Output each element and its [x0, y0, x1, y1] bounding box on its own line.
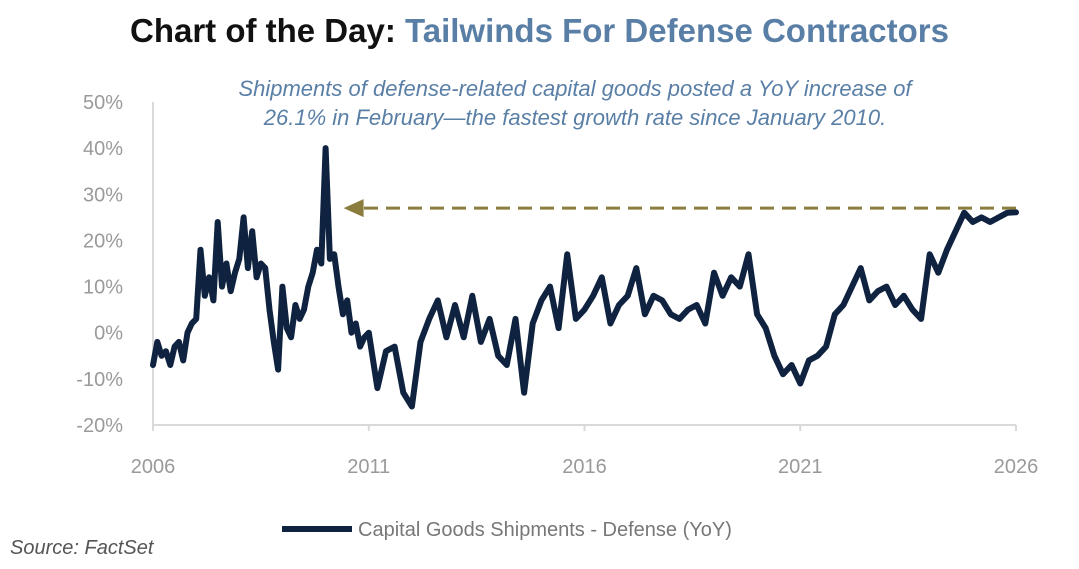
chart-subtitle: Shipments of defense-related capital goo…	[150, 74, 1000, 132]
annotation-arrowhead	[343, 199, 364, 218]
x-tick-label: 2006	[131, 456, 176, 478]
source-note: Source: FactSet	[10, 537, 154, 559]
legend-label: Capital Goods Shipments - Defense (YoY)	[358, 519, 732, 541]
y-tick-label: 40%	[83, 138, 123, 160]
x-axis: 2006 2011 2016 2021 2026	[131, 424, 1039, 478]
series-layer	[150, 145, 1019, 410]
x-tick-label: 2021	[778, 456, 823, 478]
series-line	[150, 145, 1019, 410]
annotation-arrow	[343, 199, 1016, 218]
x-tick-label: 2016	[562, 456, 607, 478]
y-tick-label: 20%	[83, 230, 123, 252]
chart-subtitle-line-1: Shipments of defense-related capital goo…	[238, 76, 912, 101]
legend: Capital Goods Shipments - Defense (YoY)	[282, 519, 732, 541]
y-tick-label: 50%	[83, 92, 123, 114]
chart-subtitle-line-2: 26.1% in February—the fastest growth rat…	[263, 105, 887, 130]
x-tick-label: 2011	[347, 456, 390, 478]
chart-title-main: Tailwinds For Defense Contractors	[405, 12, 949, 49]
y-axis: 50% 40% 30% 20% 10% 0% -10% -20%	[76, 92, 154, 437]
y-tick-label: 0%	[94, 323, 123, 345]
chart-title: Chart of the Day: Tailwinds For Defense …	[0, 12, 1079, 50]
y-tick-label: 30%	[83, 184, 123, 206]
x-tick-label: 2026	[994, 456, 1039, 478]
y-tick-label: 10%	[83, 277, 123, 299]
y-tick-label: -10%	[76, 369, 123, 391]
y-tick-label: -20%	[76, 415, 123, 437]
chart-title-prefix: Chart of the Day:	[129, 12, 406, 49]
